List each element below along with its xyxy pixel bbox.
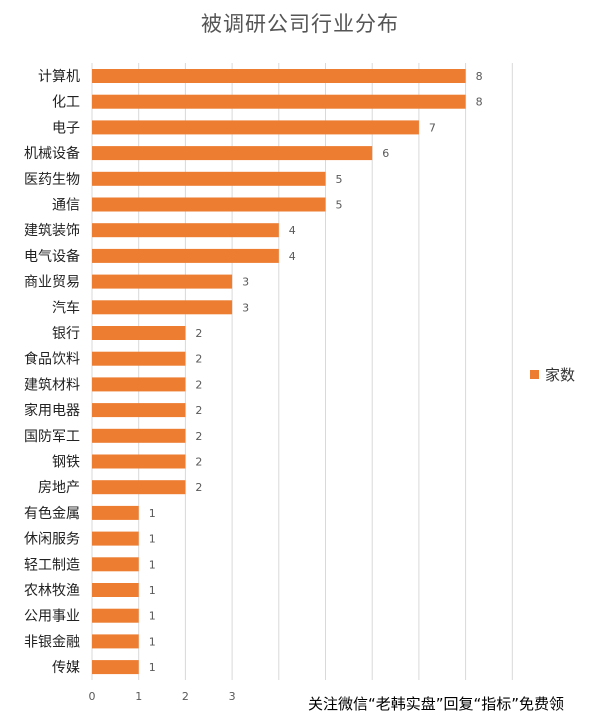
category-label: 医药生物 <box>24 172 80 188</box>
bar <box>92 377 186 392</box>
bar <box>92 94 466 109</box>
category-label: 建筑装饰 <box>24 223 80 239</box>
data-label: 8 <box>476 96 483 109</box>
data-label: 1 <box>149 610 156 623</box>
category-label: 电子 <box>52 120 80 136</box>
watermark-text: 关注微信“老韩实盘”回复“指标”免费领 <box>272 689 600 719</box>
data-label: 2 <box>195 327 202 340</box>
data-label: 2 <box>195 378 202 391</box>
bar <box>92 197 326 212</box>
data-label: 2 <box>195 353 202 366</box>
data-label: 1 <box>149 661 156 674</box>
data-label: 2 <box>195 404 202 417</box>
category-label: 有色金属 <box>24 505 80 522</box>
bar <box>92 326 186 340</box>
bar <box>92 223 279 238</box>
bar <box>92 403 186 418</box>
category-label: 公用事业 <box>24 609 80 625</box>
category-label: 钢铁 <box>52 455 80 471</box>
data-label: 2 <box>195 456 202 469</box>
bar <box>92 634 139 649</box>
category-label: 化工 <box>52 95 80 111</box>
category-label: 银行 <box>52 326 80 342</box>
category-label: 轻工制造 <box>24 557 80 573</box>
category-label: 传媒 <box>52 660 80 676</box>
category-label: 家用电器 <box>24 402 80 419</box>
bar <box>92 120 419 135</box>
data-label: 3 <box>242 276 249 289</box>
data-label: 1 <box>149 533 156 546</box>
legend-swatch <box>530 370 539 379</box>
category-label: 电气设备 <box>24 248 80 265</box>
category-label: 汽车 <box>52 299 80 316</box>
category-label: 机械设备 <box>24 145 80 162</box>
bar <box>92 146 373 161</box>
bar <box>92 531 139 546</box>
bar <box>92 69 466 83</box>
bar <box>92 171 326 186</box>
bar <box>92 480 186 495</box>
category-label: 通信 <box>52 198 80 214</box>
data-label: 6 <box>382 147 389 160</box>
bar <box>92 248 279 263</box>
bar <box>92 557 139 572</box>
data-label: 2 <box>195 481 202 494</box>
data-label: 1 <box>149 635 156 648</box>
bar <box>92 660 139 675</box>
legend-label: 家数 <box>545 366 576 384</box>
category-label: 商业贸易 <box>24 275 80 291</box>
data-label: 7 <box>429 121 436 134</box>
data-label: 1 <box>149 584 156 597</box>
x-tick-label: 0 <box>89 690 96 703</box>
data-label: 8 <box>476 70 483 83</box>
data-label: 4 <box>289 250 296 263</box>
category-label: 房地产 <box>38 480 80 496</box>
category-label: 国防军工 <box>24 429 80 445</box>
category-label: 非银金融 <box>24 634 80 650</box>
x-tick-label: 3 <box>229 690 236 703</box>
category-label: 计算机 <box>38 69 80 85</box>
data-label: 4 <box>289 224 296 237</box>
data-label: 5 <box>336 173 343 186</box>
category-label: 建筑材料 <box>24 377 80 393</box>
category-label: 农林牧渔 <box>24 583 80 599</box>
legend: 家数 <box>530 364 575 385</box>
category-label: 休闲服务 <box>24 532 80 548</box>
x-tick-label: 1 <box>135 690 142 703</box>
bar <box>92 274 233 289</box>
x-tick-label: 2 <box>182 690 189 703</box>
bar <box>92 300 233 315</box>
data-label: 5 <box>336 199 343 212</box>
bar <box>92 505 139 520</box>
bar <box>92 351 186 366</box>
data-label: 2 <box>195 430 202 443</box>
data-label: 1 <box>149 507 156 520</box>
chart-title: 被调研公司行业分布 <box>201 12 399 36</box>
bar <box>92 454 186 469</box>
data-label: 1 <box>149 558 156 571</box>
bar <box>92 583 139 597</box>
category-label: 食品饮料 <box>24 351 80 368</box>
data-label: 3 <box>242 301 249 314</box>
bar <box>92 608 139 623</box>
bar <box>92 428 186 443</box>
